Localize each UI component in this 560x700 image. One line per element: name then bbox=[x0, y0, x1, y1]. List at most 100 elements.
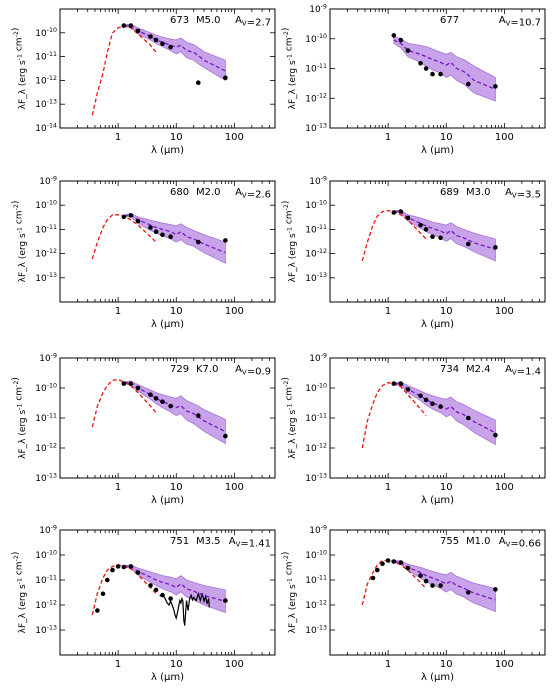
x-axis-label: λ (μm) bbox=[421, 672, 454, 683]
y-tick-label: 10-10 bbox=[305, 549, 327, 561]
photometry-point bbox=[115, 564, 121, 569]
photometry-point bbox=[153, 229, 159, 234]
x-tick-label: 100 bbox=[495, 306, 514, 317]
photometry-point bbox=[196, 80, 201, 85]
y-tick-label: 10-10 bbox=[35, 382, 57, 394]
photometry-point bbox=[128, 381, 134, 386]
y-tick-label: 10-12 bbox=[35, 248, 57, 260]
photometry-point bbox=[121, 23, 127, 28]
y-axis-label: λF_λ (erg s-1 cm-2) bbox=[11, 201, 28, 283]
photometry-point bbox=[110, 567, 115, 573]
x-tick-label: 10 bbox=[170, 306, 183, 317]
x-axis-label: λ (μm) bbox=[421, 145, 454, 156]
object-id-label: 680 bbox=[170, 187, 189, 198]
x-tick-label: 10 bbox=[440, 132, 453, 143]
photometry-point bbox=[430, 401, 435, 407]
photometry-point bbox=[95, 608, 100, 613]
model-median-curve bbox=[123, 565, 226, 602]
y-tick-label: 10-9 bbox=[39, 524, 57, 536]
y-tick-label: 10-13 bbox=[305, 122, 327, 134]
photometry-point bbox=[121, 564, 127, 570]
photometry-point bbox=[391, 381, 397, 386]
photometry-point bbox=[375, 567, 380, 573]
x-tick-label: 1 bbox=[115, 482, 121, 493]
x-tick-label: 100 bbox=[225, 306, 244, 317]
sed-panel-673: 1 10 100 10-14 10-13 10-12 10-11 10-10 λ (μm) λF_… bbox=[11, 8, 276, 156]
y-tick-label: 10-11 bbox=[35, 224, 57, 236]
photometry-point bbox=[438, 235, 443, 241]
y-tick-label: 10-14 bbox=[35, 122, 57, 134]
photometry-point bbox=[430, 583, 435, 588]
y-tick-label: 10-11 bbox=[305, 574, 327, 586]
extinction-label: AV=0.66 bbox=[499, 536, 541, 550]
object-id-label: 755 bbox=[440, 536, 459, 547]
photometry-point bbox=[405, 215, 411, 221]
photometry-point bbox=[391, 33, 397, 38]
y-tick-label: 10-9 bbox=[39, 352, 57, 364]
model-median-curve bbox=[393, 210, 496, 250]
photometry-point bbox=[153, 37, 159, 43]
plot-area bbox=[391, 33, 498, 102]
photometry-point bbox=[423, 578, 429, 584]
plot-area bbox=[91, 564, 228, 626]
x-tick-label: 1 bbox=[115, 306, 121, 317]
y-tick-label: 10-13 bbox=[35, 99, 57, 111]
y-tick-label: 10-13 bbox=[305, 624, 327, 636]
x-axis-label: λ (μm) bbox=[421, 495, 454, 506]
photometry-point bbox=[423, 227, 429, 232]
photometry-point bbox=[438, 583, 443, 588]
y-axis-label: λF_λ (erg s-1 cm-2) bbox=[11, 377, 28, 459]
photometry-point bbox=[128, 23, 134, 28]
y-tick-label: 10-13 bbox=[305, 272, 327, 284]
photometry-point bbox=[405, 48, 411, 53]
photometry-point bbox=[148, 583, 153, 588]
spectral-type-label: M2.0 bbox=[196, 187, 221, 198]
extinction-label: AV=1.4 bbox=[505, 364, 541, 378]
y-tick-label: 10-11 bbox=[305, 63, 327, 75]
spectral-type-label: M3.0 bbox=[466, 187, 491, 198]
x-tick-label: 100 bbox=[495, 659, 514, 670]
object-id-label: 673 bbox=[170, 15, 189, 26]
irs-spectrum bbox=[159, 591, 210, 626]
photometry-point bbox=[418, 61, 423, 66]
model-uncertainty-band bbox=[123, 380, 226, 445]
y-tick-label: 10-9 bbox=[309, 175, 327, 187]
photometry-point bbox=[430, 71, 435, 77]
photosphere-curve bbox=[91, 24, 157, 116]
photometry-point bbox=[223, 598, 228, 603]
photometry-point bbox=[493, 84, 498, 89]
x-tick-label: 100 bbox=[495, 132, 514, 143]
photometry-point bbox=[148, 225, 153, 230]
y-axis-label: λF_λ (erg s-1 cm-2) bbox=[281, 28, 298, 110]
photometry-point bbox=[153, 587, 159, 593]
photometry-point bbox=[398, 560, 404, 565]
photometry-point bbox=[438, 404, 443, 409]
y-tick-label: 10-11 bbox=[35, 412, 57, 424]
photosphere-curve bbox=[91, 214, 157, 260]
x-tick-label: 10 bbox=[170, 482, 183, 493]
photometry-point bbox=[405, 565, 411, 571]
photometry-point bbox=[438, 71, 443, 77]
photometry-point bbox=[493, 432, 498, 438]
model-uncertainty-band bbox=[393, 35, 496, 102]
y-tick-label: 10-10 bbox=[305, 200, 327, 212]
object-id-label: 734 bbox=[440, 364, 459, 375]
y-tick-label: 10-10 bbox=[305, 33, 327, 45]
x-tick-label: 10 bbox=[440, 306, 453, 317]
y-tick-label: 10-11 bbox=[305, 224, 327, 236]
x-tick-label: 10 bbox=[440, 659, 453, 670]
photometry-point bbox=[466, 590, 471, 595]
photometry-point bbox=[160, 232, 165, 238]
plot-area bbox=[361, 381, 498, 449]
sed-panel-755: 1 10 100 10-13 10-12 10-11 10-10 10-9 λ (μm) λF_λ… bbox=[281, 524, 546, 683]
photosphere-curve bbox=[361, 209, 427, 262]
photometry-point bbox=[418, 222, 423, 228]
photometry-point bbox=[466, 81, 471, 87]
y-tick-label: 10-12 bbox=[305, 248, 327, 260]
x-tick-label: 10 bbox=[440, 482, 453, 493]
extinction-label: AV=1.41 bbox=[229, 536, 271, 550]
y-tick-label: 10-9 bbox=[309, 524, 327, 536]
x-tick-label: 10 bbox=[170, 659, 183, 670]
y-tick-label: 10-12 bbox=[305, 442, 327, 454]
photometry-point bbox=[153, 396, 159, 401]
